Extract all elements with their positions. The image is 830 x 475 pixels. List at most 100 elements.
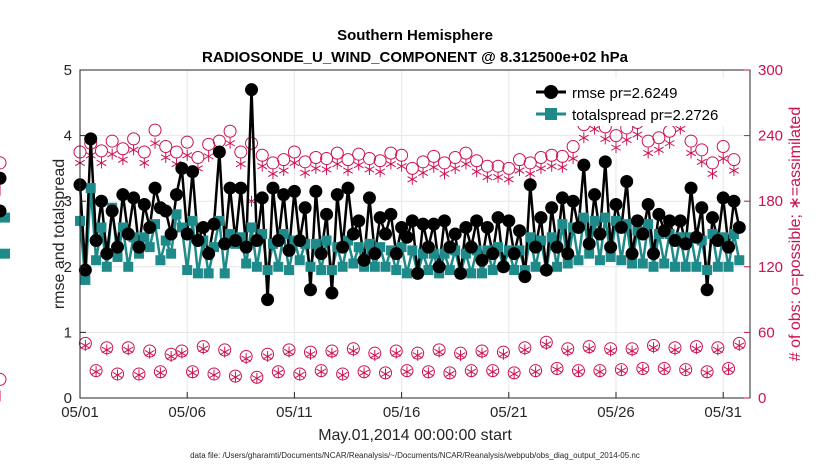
spread-point [219,268,230,279]
rmse-point [121,227,135,241]
spread-point [262,265,273,276]
obs-assimilated-point [439,168,450,180]
rmse-point [196,220,210,234]
x-tick-label: 05/11 [276,404,312,421]
obs-assimilated-point [557,161,568,173]
rmse-point [271,234,285,248]
x-tick-label: 05/26 [597,404,635,421]
right-tick-label: 240 [758,128,783,145]
spread-point [241,258,252,269]
obs-possible-point [94,144,108,158]
obs-assimilated-point [267,168,278,180]
rmse-point [255,191,269,205]
spread-point [734,255,745,266]
right-axis-label: # of obs: o=possible; ∗=assimilated [787,107,804,361]
left-tick-label: 5 [64,62,72,79]
spread-point [321,235,332,246]
spread-point [659,258,670,269]
axis-ticks: 05/01 05/06 05/11 05/16 05/21 05/26 05/31 0 1 2 3 4… [61,62,783,421]
obs-assimilated-point [337,369,348,381]
rmse-point [384,207,398,221]
obs-possible-point [148,123,162,137]
rmse-point [212,145,226,159]
rmse-point [437,214,451,228]
rmse-point [486,247,500,261]
rmse-point [202,247,216,261]
spread-point [600,212,611,223]
rmse-point [320,207,334,221]
spread-point [594,255,605,266]
obs-assimilated-point [262,350,273,362]
spread-point [418,248,429,259]
obs-possible-point [223,124,237,138]
rmse-point [679,237,693,251]
obs-assimilated-point [525,168,536,180]
obs-assimilated-point [176,347,187,359]
rmse-point [722,240,736,254]
spread-point [423,265,434,276]
spread-point [487,265,498,276]
spread-point [546,232,557,243]
rmse-spread-series [0,83,746,307]
rmse-point [395,220,409,234]
chart-legend: rmse pr=2.6249 totalspread pr=2.2726 [530,78,740,126]
spread-point [160,235,171,246]
rmse-point [250,234,264,248]
rmse-point [207,217,221,231]
rmse-point [277,188,291,202]
obs-assimilated-point [305,348,316,360]
obs-possible-point [105,134,119,148]
obs-assimilated-point [444,368,455,380]
obs-assimilated-point [418,167,429,179]
rmse-point [550,240,564,254]
rmse-point [379,227,393,241]
x-tick-label: 05/16 [383,404,421,421]
spread-point [611,215,621,226]
obs-assimilated-point [546,160,557,172]
obs-assimilated-point [450,162,461,174]
rmse-point [293,234,307,248]
obs-assimilated-point [562,345,573,357]
obs-assimilated-point [578,132,589,144]
obs-assimilated-point [691,343,702,355]
obs-assimilated-point [734,340,745,352]
obs-assimilated-point [535,162,546,174]
spread-point [391,265,402,276]
spread-point [112,251,123,262]
obs-assimilated-point [251,372,262,384]
rmse-point [727,194,741,208]
rmse-point [416,217,430,231]
obs-assimilated-point [300,167,311,179]
data-file-footer: data file: /Users/gharamti/Documents/NCA… [190,451,640,460]
rmse-point [716,191,730,205]
obs-assimilated-point [160,151,171,163]
obs-assimilated-point [584,343,595,355]
spread-point [203,268,214,279]
obs-possible-point [684,134,698,148]
rmse-point [732,220,746,234]
left-tick-label: 1 [64,324,72,341]
obs-assimilated-point [321,163,332,175]
obs-assimilated-point [482,171,493,183]
obs-assimilated-point [230,371,241,383]
obs-assimilated-point [605,345,616,357]
obs-possible-point [652,131,666,145]
rmse-point [405,214,419,228]
rmse-point [454,266,468,280]
spread-point [669,261,680,272]
spread-point [562,258,573,269]
obs-assimilated-point [680,365,691,377]
obs-assimilated-point [150,137,161,149]
obs-assimilated-point [728,165,739,177]
rmse-point [175,161,189,175]
rmse-point [346,227,360,241]
legend-box [530,78,740,126]
obs-assimilated-point [385,158,396,170]
rmse-point [566,194,580,208]
right-tick-label: 60 [758,324,775,341]
rmse-point [534,211,548,225]
rmse-point [609,197,623,211]
rmse-point [604,240,618,254]
spread-point [530,261,541,272]
